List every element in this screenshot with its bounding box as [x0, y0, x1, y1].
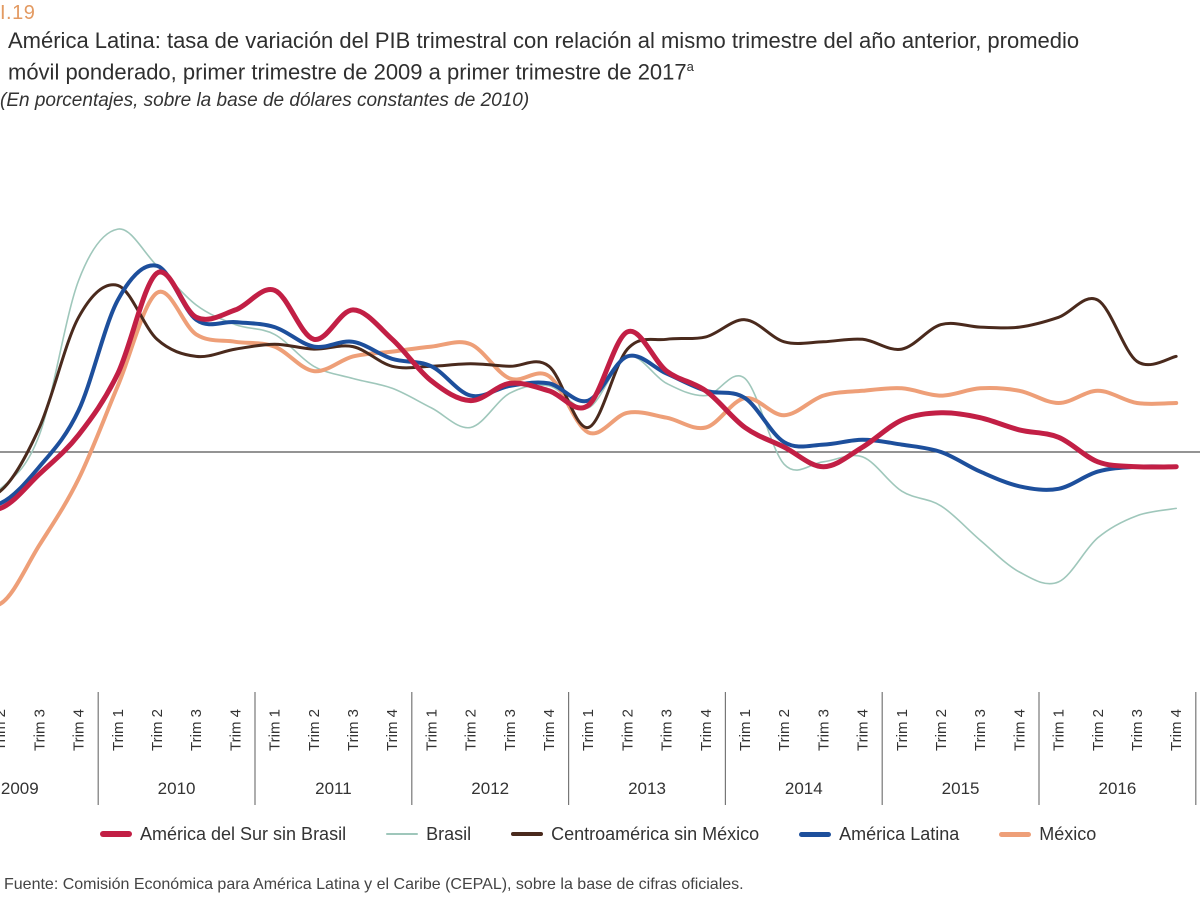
year-label: 2009	[1, 779, 39, 798]
x-tick-label: Trim 1	[267, 709, 284, 751]
x-tick-label: Trim 2	[1090, 709, 1107, 751]
x-tick-label: Trim 3	[972, 709, 989, 751]
legend-swatch	[999, 831, 1032, 837]
series-line-america-del-sur-sin-brasil	[0, 269, 1179, 511]
legend-item: México	[999, 824, 1096, 845]
x-tick-label: Trim 4	[541, 709, 558, 751]
series-layer	[0, 228, 1179, 607]
x-tick-label: Trim 2	[933, 709, 950, 751]
year-label: 2015	[942, 779, 980, 798]
x-tick-label: Trim 4	[1168, 709, 1185, 751]
x-tick-label: Trim 3	[1129, 709, 1146, 751]
x-tick-label: Trim 2	[0, 709, 9, 751]
x-tick-label: Trim 2	[776, 709, 793, 751]
title-footnote-marker: a	[686, 59, 694, 74]
legend-item: América del Sur sin Brasil	[100, 824, 346, 845]
x-tick-label: Trim 4	[855, 709, 872, 751]
legend-label: Brasil	[426, 823, 472, 844]
legend-label: México	[1039, 823, 1097, 844]
x-tick-label: Trim 4	[384, 709, 401, 751]
legend-item: Brasil	[386, 824, 471, 845]
x-tick-label: Trim 2	[463, 709, 480, 751]
x-tick-label: Trim 3	[188, 709, 205, 751]
series-line-mexico	[0, 289, 1179, 607]
legend-swatch	[511, 832, 544, 836]
x-tick-label: Trim 4	[698, 709, 715, 751]
series-line-centroamerica-sin-mexico	[0, 283, 1178, 494]
year-label: 2012	[471, 779, 509, 798]
year-label: 2016	[1098, 779, 1136, 798]
legend-swatch	[100, 831, 132, 837]
year-label: 2011	[315, 779, 352, 798]
year-label: 2014	[785, 779, 823, 798]
title-line-1: América Latina: tasa de variación del PI…	[8, 28, 1080, 53]
chart-subtitle: (En porcentajes, sobre la base de dólare…	[0, 90, 530, 111]
x-tick-label: Trim 2	[306, 709, 323, 751]
x-tick-label: Trim 2	[619, 709, 636, 751]
source-note: Fuente: Comisión Económica para América …	[4, 876, 744, 893]
x-axis-labels: Trim 1 Trim 2 Trim 3 Trim 4 Trim 1 Trim 2 Trim…	[0, 709, 1185, 798]
figure-number: I.19	[0, 2, 36, 24]
legend-label: América del Sur sin Brasil	[140, 823, 347, 844]
title-line-2-text: móvil ponderado, primer trimestre de 200…	[8, 59, 687, 85]
x-tick-label: Trim 3	[345, 709, 362, 751]
title-line-2: móvil ponderado, primer trimestre de 200…	[8, 54, 1198, 85]
legend-label: América Latina	[839, 823, 960, 844]
x-tick-label: Trim 1	[110, 709, 127, 751]
legend-item: América Latina	[799, 824, 959, 845]
x-tick-label: Trim 4	[71, 709, 88, 751]
x-tick-label: Trim 3	[815, 709, 832, 751]
series-line-america-latina	[0, 263, 1179, 506]
x-tick-label: Trim 3	[502, 709, 519, 751]
x-tick-label: Trim 1	[1051, 709, 1068, 751]
x-tick-label: Trim 1	[580, 709, 597, 751]
x-tick-label: Trim 2	[149, 709, 166, 751]
legend-swatch	[386, 833, 419, 835]
line-chart: Trim 1 Trim 2 Trim 3 Trim 4 Trim 1 Trim 2 Trim…	[0, 228, 1200, 805]
x-tick-label: Trim 1	[423, 709, 440, 751]
x-tick-label: Trim 3	[659, 709, 676, 751]
legend-item: Centroamérica sin México	[511, 824, 759, 845]
x-tick-label: Trim 3	[31, 709, 48, 751]
x-tick-label: Trim 4	[1011, 709, 1028, 751]
year-label: 2013	[628, 779, 666, 798]
axes-layer	[0, 451, 1200, 805]
x-tick-label: Trim 4	[227, 709, 244, 751]
year-label: 2010	[158, 779, 196, 798]
legend-swatch	[799, 831, 832, 837]
x-tick-label: Trim 1	[737, 709, 754, 751]
chart-legend: América del Sur sin Brasil Brasil Centroam…	[100, 820, 1136, 848]
chart-title: América Latina: tasa de variación del PI…	[8, 28, 1198, 85]
x-tick-label: Trim 1	[894, 709, 911, 751]
legend-label: Centroamérica sin México	[551, 823, 760, 844]
